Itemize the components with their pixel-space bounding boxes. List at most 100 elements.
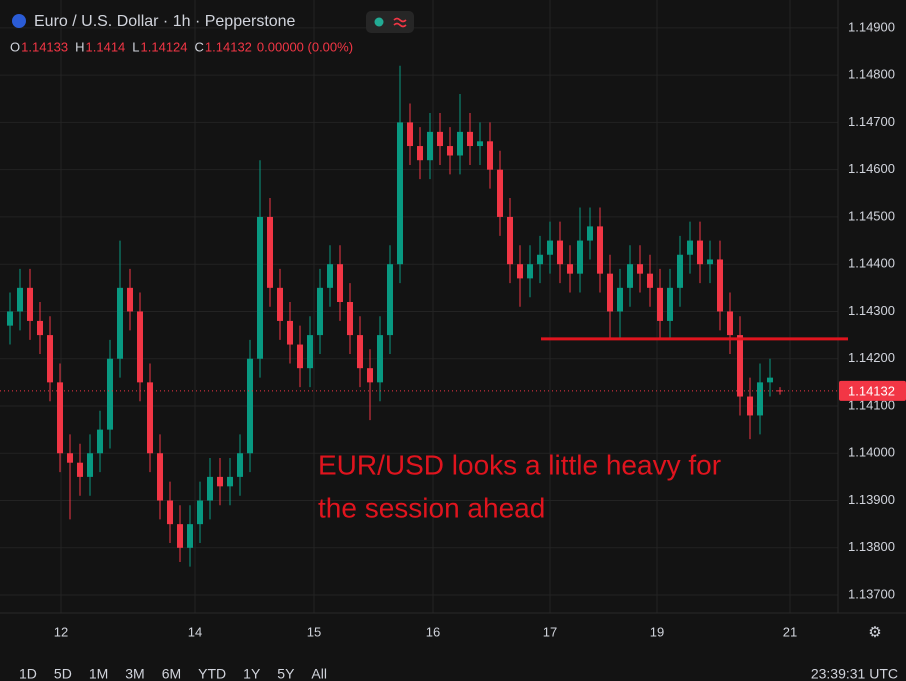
candle-body (517, 264, 523, 279)
candle-body (587, 226, 593, 241)
candle-body (327, 264, 333, 288)
candle-body (627, 264, 633, 288)
candle-body (347, 302, 353, 336)
candle-body (17, 287, 23, 312)
legend-key: C (195, 39, 204, 54)
candles (7, 65, 783, 567)
candle-body (617, 287, 623, 312)
candle-body (147, 382, 153, 454)
y-tick-label: 1.13900 (848, 492, 895, 507)
x-tick-label: 19 (650, 624, 664, 639)
candle-body (677, 254, 683, 288)
y-tick-label: 1.14300 (848, 303, 895, 318)
candle-body (167, 500, 173, 525)
candle-body (107, 358, 113, 430)
settings-icon[interactable]: ⚙ (868, 624, 881, 641)
candle-body (497, 169, 503, 217)
candle-body (377, 335, 383, 383)
candle-body (357, 335, 363, 369)
candle-body (37, 320, 43, 336)
y-tick-label: 1.14000 (848, 445, 895, 460)
x-tick-label: 17 (543, 624, 557, 639)
grid (0, 0, 838, 613)
x-tick-label: 16 (426, 624, 440, 639)
range-button[interactable]: YTD (198, 666, 226, 681)
candle-body (367, 368, 373, 383)
y-tick-label: 1.14700 (848, 114, 895, 129)
range-button[interactable]: 1D (19, 666, 37, 681)
candle-body (737, 335, 743, 397)
candle-body (317, 287, 323, 336)
candle-body (337, 264, 343, 303)
candle-body (697, 240, 703, 265)
candle-body (117, 287, 123, 359)
candle-body (237, 453, 243, 477)
status-icon (393, 17, 407, 28)
status-badge[interactable] (366, 11, 414, 33)
candle-body (467, 131, 473, 147)
ohlc-legend: O 1.14133 H 1.1414 L 1.14124 C 1.14132 0.00000 (… (10, 39, 353, 54)
candle-body (257, 216, 263, 359)
legend-key: H (75, 39, 84, 54)
candle-body (67, 453, 73, 463)
candle-body (137, 311, 143, 383)
candle-body (727, 311, 733, 336)
candle-body (197, 500, 203, 525)
candle-body (217, 476, 223, 487)
candle-body (637, 264, 643, 274)
candle-body (7, 311, 13, 326)
range-button[interactable]: 6M (162, 666, 181, 681)
candle-body (597, 226, 603, 274)
range-button[interactable]: 5D (54, 666, 72, 681)
candle-body (557, 240, 563, 265)
candle-body (417, 146, 423, 161)
candle-body (447, 146, 453, 156)
clock: 23:39:31 UTC (811, 666, 898, 681)
x-tick-label: 12 (54, 624, 68, 639)
candle-body (767, 377, 773, 383)
candle-body (87, 453, 93, 477)
legend-value: 1.14124 (141, 39, 188, 54)
candle-body (387, 264, 393, 336)
candle-body (227, 476, 233, 487)
status-dot (374, 17, 384, 27)
candle-body (687, 240, 693, 255)
y-tick-label: 1.14900 (848, 19, 895, 34)
y-tick-label: 1.14200 (848, 350, 895, 365)
range-button[interactable]: 3M (125, 666, 144, 681)
candle-body (397, 122, 403, 265)
candle-body (407, 122, 413, 147)
y-tick-label: 1.14100 (848, 397, 895, 412)
y-tick-label: 1.14400 (848, 256, 895, 271)
legend-value: 1.14132 (205, 39, 252, 54)
candle-body (457, 131, 463, 156)
range-button[interactable]: 1Y (243, 666, 261, 681)
range-button[interactable]: 5Y (277, 666, 295, 681)
candle-body (507, 216, 513, 265)
y-tick-label: 1.13800 (848, 539, 895, 554)
candle-body (657, 287, 663, 321)
annotation: EUR/USD looks a little heavy for (318, 449, 721, 480)
candle-body (607, 273, 613, 312)
candle-body (307, 335, 313, 369)
y-tick-label: 1.14500 (848, 208, 895, 223)
legend-value: 1.14133 (21, 39, 68, 54)
legend-key: L (132, 39, 139, 54)
candle-body (427, 131, 433, 161)
candle-body (277, 287, 283, 321)
candle-body (297, 344, 303, 369)
range-button[interactable]: 1M (89, 666, 108, 681)
candle-body (157, 453, 163, 501)
candle-body (127, 287, 133, 312)
y-tick-label: 1.13700 (848, 586, 895, 601)
candle-body (57, 382, 63, 454)
range-button[interactable]: All (311, 666, 327, 681)
candle-body (477, 141, 483, 147)
x-tick-label: 21 (783, 624, 797, 639)
candle-body (667, 287, 673, 321)
candle-body (527, 264, 533, 279)
x-tick-label: 14 (188, 624, 202, 639)
legend-change: 0.00000 (0.00%) (257, 39, 353, 54)
